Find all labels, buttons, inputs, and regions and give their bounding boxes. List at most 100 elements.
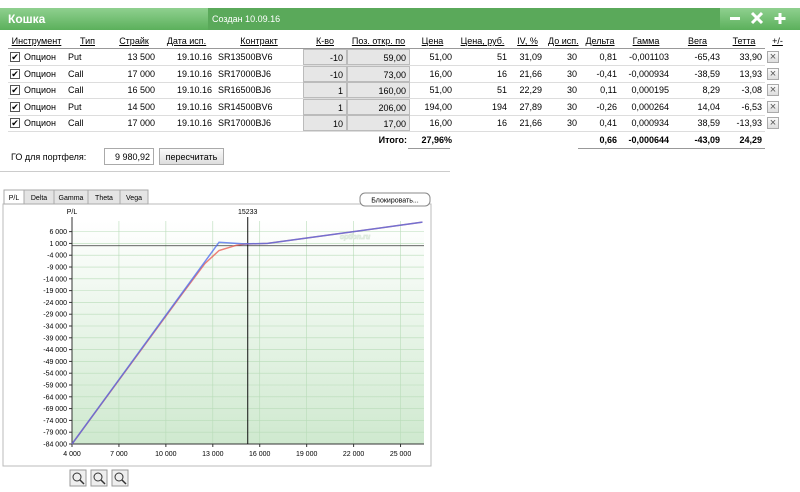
row-checkbox[interactable]: ✔ <box>10 85 20 95</box>
block-button-label[interactable]: Блокировать... <box>371 198 418 205</box>
table-cell: -0,000934 <box>628 68 669 79</box>
tab-label[interactable]: Gamma <box>59 195 84 202</box>
portfolio-value[interactable]: 9 980,92 <box>104 148 154 165</box>
table-cell: -10 <box>303 49 347 65</box>
table-cell: 0,11 <box>600 85 617 95</box>
y-tick-label: -69 000 <box>43 406 67 413</box>
window-title: Кошка <box>8 12 46 26</box>
row-checkbox[interactable]: ✔ <box>10 118 20 128</box>
zoom-icon[interactable] <box>114 472 124 482</box>
zoom-icon[interactable] <box>79 479 85 485</box>
column-header: Дельта <box>585 36 615 46</box>
tab-label[interactable]: Delta <box>31 195 47 202</box>
table-cell: -65,43 <box>694 52 720 62</box>
table-cell: -13,93 <box>736 118 762 128</box>
column-header: IV, % <box>517 36 538 46</box>
total-cell: Итого: <box>378 134 407 145</box>
table-cell: Call <box>68 118 84 128</box>
y-tick-label: -49 000 <box>43 359 67 366</box>
table-cell: 194 <box>491 101 507 112</box>
table-cell: 19.10.16 <box>176 101 212 112</box>
table-cell: 0,81 <box>599 52 617 62</box>
zoom-icon[interactable] <box>72 472 82 482</box>
table-cell: 13 500 <box>127 52 155 62</box>
x-tick-label: 10 000 <box>155 451 177 458</box>
column-header: До исп. <box>548 36 579 46</box>
y-tick-label: -84 000 <box>43 442 67 449</box>
table-cell: -0,001103 <box>629 52 669 62</box>
delete-row[interactable]: × <box>767 100 779 113</box>
table-cell: 1 <box>303 98 347 115</box>
column-header: Цена, руб. <box>460 36 505 46</box>
zoom-icon[interactable] <box>100 479 106 485</box>
table-cell: Put <box>68 52 82 62</box>
x-tick-label: 16 000 <box>249 451 271 458</box>
table-cell: Опцион <box>24 101 57 112</box>
tab-label[interactable]: P/L <box>9 195 20 202</box>
table-cell: SR13500BV6 <box>218 52 273 62</box>
column-header: Контракт <box>240 36 278 46</box>
table-cell: -6,53 <box>741 101 762 112</box>
pl-chart: P/L Delta Gamma Theta Vega Блокировать... 6 00… <box>2 189 432 487</box>
window-controls[interactable] <box>728 11 794 27</box>
column-header: Дата исп. <box>166 36 207 46</box>
table-cell: -10 <box>303 65 347 82</box>
row-checkbox[interactable]: ✔ <box>10 101 20 112</box>
total-rule <box>408 147 450 149</box>
tab-label[interactable]: Vega <box>126 195 142 202</box>
y-tick-label: -24 000 <box>43 300 67 307</box>
tab[interactable] <box>119 189 149 205</box>
column-header: Вега <box>687 36 708 46</box>
table-cell: 19.10.16 <box>176 85 212 95</box>
table-cell: SR17000BJ6 <box>218 68 272 79</box>
delete-row[interactable]: × <box>767 51 779 63</box>
y-tick-label: 1 000 <box>49 241 67 248</box>
table-cell: 16,00 <box>429 118 452 128</box>
x-tick-label: 4 000 <box>63 451 81 458</box>
y-tick-label: -79 000 <box>43 430 67 437</box>
total-cell: -0,000644 <box>628 134 669 145</box>
table-cell: 30 <box>566 101 577 112</box>
table-cell: 30 <box>566 85 577 95</box>
table-cell: Call <box>68 68 84 79</box>
pl-line <box>71 221 423 445</box>
table-cell: 73,00 <box>347 65 410 82</box>
table-cell: Опцион <box>24 118 57 128</box>
y-tick-label: -4 000 <box>47 253 67 260</box>
y-tick-label: -39 000 <box>43 335 67 342</box>
table-cell: 0,000934 <box>631 118 669 128</box>
block-button[interactable] <box>359 192 431 207</box>
zoom-icon[interactable] <box>121 479 127 485</box>
row-checkbox[interactable]: ✔ <box>10 68 20 79</box>
delete-row[interactable]: × <box>767 84 779 96</box>
total-rule <box>578 147 765 149</box>
x-tick-label: 25 000 <box>390 451 412 458</box>
table-cell: 30 <box>566 52 577 62</box>
y-tick-label: -34 000 <box>43 324 67 331</box>
table-cell: 14,04 <box>697 101 720 112</box>
table-cell: -0,41 <box>596 68 617 79</box>
y-tick-label: -9 000 <box>47 265 67 272</box>
table-cell: 14 500 <box>127 101 155 112</box>
table-cell: 16,00 <box>429 68 452 79</box>
table-cell: 17 000 <box>127 68 155 79</box>
row-rule <box>8 131 765 132</box>
column-header: Страйк <box>119 36 149 46</box>
delete-row[interactable]: × <box>767 67 779 80</box>
tab-label[interactable]: Theta <box>95 195 113 202</box>
delete-row[interactable]: × <box>767 117 779 129</box>
recalc-button[interactable]: пересчитать <box>159 148 224 165</box>
table-cell: 16 <box>496 118 507 128</box>
y-tick-label: -74 000 <box>43 418 67 425</box>
y-tick-label: -54 000 <box>43 371 67 378</box>
table-cell: -0,26 <box>596 101 617 112</box>
table-cell: 30 <box>566 118 577 128</box>
y-tick-label: -44 000 <box>43 347 67 354</box>
zoom-icon[interactable] <box>93 472 103 482</box>
table-cell: 10 <box>303 115 347 131</box>
table-cell: 13,93 <box>739 68 762 79</box>
y-tick-label: -29 000 <box>43 312 67 319</box>
table-cell: 31,09 <box>519 52 542 62</box>
row-checkbox[interactable]: ✔ <box>10 52 20 62</box>
table-cell: 30 <box>566 68 577 79</box>
